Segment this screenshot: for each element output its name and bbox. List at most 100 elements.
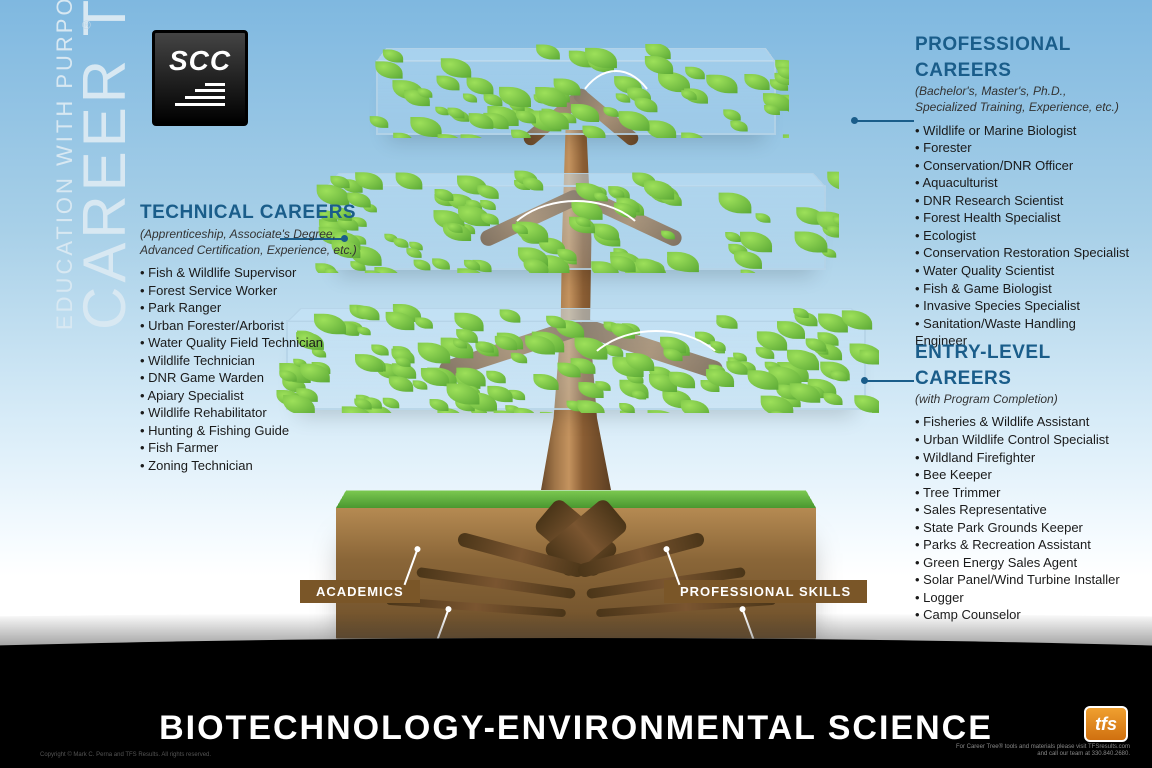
tfs-logo: tfs xyxy=(1084,706,1128,742)
tree-root xyxy=(416,567,576,599)
scc-logo: SCC xyxy=(152,30,248,126)
career-item: Ecologist xyxy=(915,227,1130,245)
career-item: Parks & Recreation Assistant xyxy=(915,536,1130,554)
leaf-icon xyxy=(460,134,487,138)
leaf-icon xyxy=(723,109,741,120)
leaf-icon xyxy=(719,192,752,213)
leaf-icon xyxy=(726,232,742,242)
panel-subtitle: (with Program Completion) xyxy=(915,391,1130,407)
side-main-title: CAREER TREE xyxy=(71,0,138,330)
root-label-professional-skills: PROFESSIONAL SKILLS xyxy=(664,580,867,603)
leaf-icon xyxy=(432,258,450,269)
career-list: Fisheries & Wildlife AssistantUrban Wild… xyxy=(915,413,1130,624)
panel-title: ENTRY-LEVEL CAREERS xyxy=(915,340,1130,391)
career-item: Tree Trimmer xyxy=(915,484,1130,502)
leaf-icon xyxy=(533,374,558,390)
leaf-icon xyxy=(430,399,449,411)
leaf-icon xyxy=(375,61,402,78)
career-item: Invasive Species Specialist xyxy=(915,297,1130,315)
career-item: State Park Grounds Keeper xyxy=(915,519,1130,537)
leaf-icon xyxy=(827,172,839,191)
leaf-icon xyxy=(466,77,493,94)
career-item: Urban Forester/Arborist xyxy=(140,317,375,335)
leaf-icon xyxy=(733,352,747,361)
leaf-icon xyxy=(794,231,827,252)
career-item: Bee Keeper xyxy=(915,466,1130,484)
panel-title: TECHNICAL CAREERS xyxy=(140,200,375,226)
leaf-icon xyxy=(686,67,706,80)
leaf-icon xyxy=(783,134,789,138)
leaf-icon xyxy=(734,251,762,269)
career-item: Wildlife Technician xyxy=(140,352,375,370)
career-item: Wildlife or Marine Biologist xyxy=(915,122,1130,140)
leaf-icon xyxy=(486,370,505,382)
leaf-icon xyxy=(511,130,531,138)
scc-logo-text: SCC xyxy=(169,45,231,77)
main-title: BIOTECHNOLOGY-ENVIRONMENTAL SCIENCE xyxy=(159,709,993,748)
career-item: Fish & Game Biologist xyxy=(915,280,1130,298)
leaf-icon xyxy=(415,317,433,328)
career-item: Hunting & Fishing Guide xyxy=(140,422,375,440)
career-list: Wildlife or Marine BiologistForesterCons… xyxy=(915,122,1130,350)
panel-technical-careers: TECHNICAL CAREERS (Apprenticeship, Assoc… xyxy=(140,200,375,475)
leaf-icon xyxy=(413,259,430,270)
panel-title: PROFESSIONAL CAREERS xyxy=(915,32,1130,83)
leaf-icon xyxy=(480,200,496,210)
career-item: Aquaculturist xyxy=(915,174,1130,192)
career-item: Urban Wildlife Control Specialist xyxy=(915,431,1130,449)
white-pointer xyxy=(496,200,656,320)
panel-subtitle: (Bachelor's, Master's, Ph.D., Specialize… xyxy=(915,83,1130,115)
leaf-icon xyxy=(740,269,757,273)
leaf-icon xyxy=(854,395,879,412)
copyright-text: Copyright © Mark C. Perna and TFS Result… xyxy=(40,752,211,758)
career-item: Wildland Firefighter xyxy=(915,449,1130,467)
career-item: Solar Panel/Wind Turbine Installer xyxy=(915,571,1130,589)
leaf-icon xyxy=(389,377,413,393)
leaf-icon xyxy=(744,74,769,90)
leaf-icon xyxy=(540,412,562,413)
leaf-icon xyxy=(436,76,459,91)
career-item: Wildlife Rehabilitator xyxy=(140,404,375,422)
connector-line xyxy=(864,380,914,382)
leaf-icon xyxy=(437,134,462,138)
leaf-icon xyxy=(681,132,705,138)
leaf-icon xyxy=(514,408,536,413)
career-list: Fish & Wildlife SupervisorForest Service… xyxy=(140,264,375,475)
panel-subtitle: (Apprenticeship, Associate's Degree, Adv… xyxy=(140,226,375,258)
leaf-icon xyxy=(370,116,389,128)
career-item: Fish & Wildlife Supervisor xyxy=(140,264,375,282)
stairs-icon xyxy=(175,81,225,111)
connector-line xyxy=(854,120,914,122)
root-label-academics: ACADEMICS xyxy=(300,580,420,603)
career-item: Zoning Technician xyxy=(140,457,375,475)
leaf-icon xyxy=(394,239,409,249)
career-item: Conservation/DNR Officer xyxy=(915,157,1130,175)
leaf-icon xyxy=(755,214,770,223)
panel-professional-careers: PROFESSIONAL CAREERS (Bachelor's, Master… xyxy=(915,32,1130,350)
career-item: Apiary Specialist xyxy=(140,387,375,405)
leaf-icon xyxy=(477,185,498,199)
career-item: Forest Health Specialist xyxy=(915,209,1130,227)
panel-entry-level-careers: ENTRY-LEVEL CAREERS (with Program Comple… xyxy=(915,340,1130,624)
leaf-icon xyxy=(730,121,747,132)
career-item: Logger xyxy=(915,589,1130,607)
leaf-icon xyxy=(500,309,521,322)
career-item: Conservation Restoration Specialist xyxy=(915,244,1130,262)
leaf-icon xyxy=(499,87,531,107)
career-item: Water Quality Scientist xyxy=(915,262,1130,280)
leaf-icon xyxy=(661,230,675,239)
leaf-icon xyxy=(462,94,476,103)
registered-mark: ® xyxy=(82,18,91,32)
leaf-icon xyxy=(441,58,471,77)
leaf-icon xyxy=(708,74,737,92)
career-item: Green Energy Sales Agent xyxy=(915,554,1130,572)
leaf-icon xyxy=(824,393,843,405)
career-item: Forester xyxy=(915,139,1130,157)
career-item: Water Quality Field Technician xyxy=(140,334,375,352)
career-item: Fish Farmer xyxy=(140,439,375,457)
career-item: Forest Service Worker xyxy=(140,282,375,300)
root-label-text: ACADEMICS xyxy=(316,584,404,599)
career-item: Sales Representative xyxy=(915,501,1130,519)
tfs-subtext: For Career Tree® tools and materials ple… xyxy=(950,744,1130,758)
leaf-icon xyxy=(448,108,465,119)
